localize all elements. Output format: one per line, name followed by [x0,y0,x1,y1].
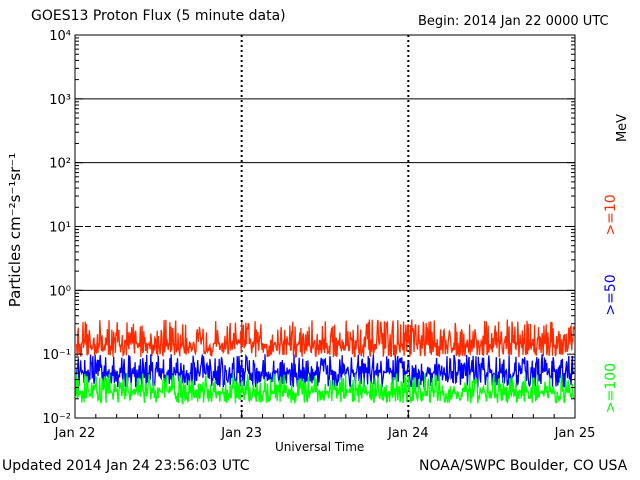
updated-timestamp: Updated 2014 Jan 24 23:56:03 UTC [2,458,250,474]
y-tick-label: 10⁻¹ [42,348,71,363]
y-tick-label: 10¹ [49,221,71,236]
x-axis-label: Universal Time [275,440,365,454]
y-tick-label: 10⁰ [49,284,71,299]
legend-label: >=50 [603,274,619,315]
x-tick-label: Jan 23 [220,426,262,441]
y-tick-label: 10³ [49,93,71,108]
begin-time: Begin: 2014 Jan 22 0000 UTC [418,14,609,29]
legend-label: >=10 [603,194,619,235]
legend-label: >=100 [603,363,619,413]
series-line [75,353,575,390]
legend-unit: MeV [615,114,630,142]
series-line [75,373,575,406]
y-tick-label: 10⁻² [42,412,71,427]
series-line [75,319,575,359]
credit-text: NOAA/SWPC Boulder, CO USA [419,458,628,474]
y-axis-label: Particles cm⁻²s⁻¹sr⁻¹ [6,153,24,307]
y-tick-label: 10⁴ [49,29,71,44]
x-tick-label: Jan 24 [387,426,429,441]
x-tick-label: Jan 25 [554,426,596,441]
y-tick-label: 10² [49,157,71,172]
chart-title: GOES13 Proton Flux (5 minute data) [31,8,286,24]
x-tick-label: Jan 22 [54,426,96,441]
